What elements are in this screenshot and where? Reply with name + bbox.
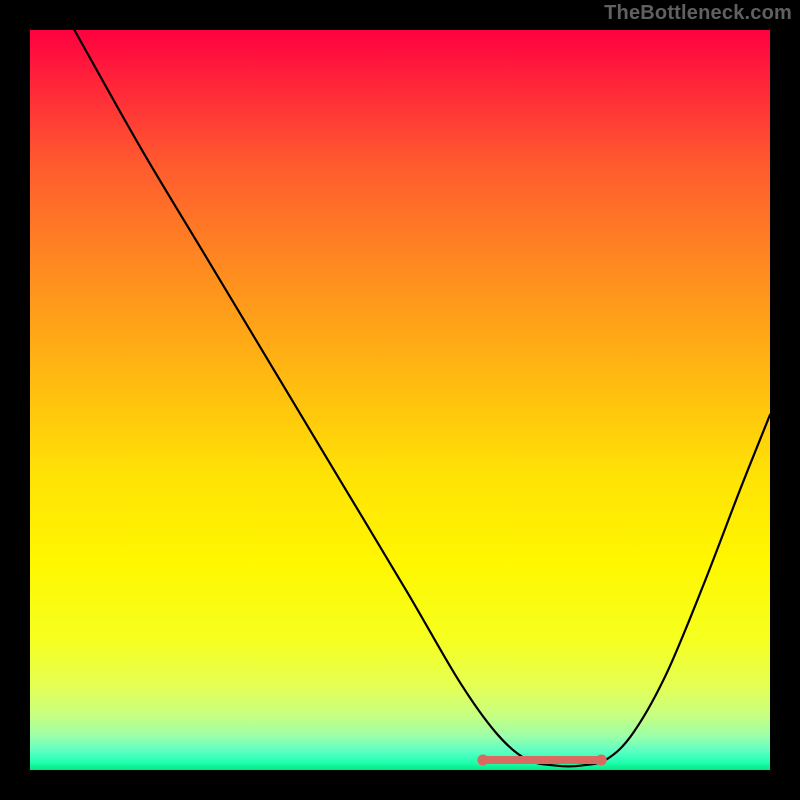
plot-area [30, 30, 770, 770]
chart-stage: TheBottleneck.com [0, 0, 800, 800]
optimal-range-start-dot [477, 755, 488, 766]
optimal-range-end-dot [596, 755, 607, 766]
gradient-background [30, 30, 770, 770]
bottleneck-chart [0, 0, 800, 800]
